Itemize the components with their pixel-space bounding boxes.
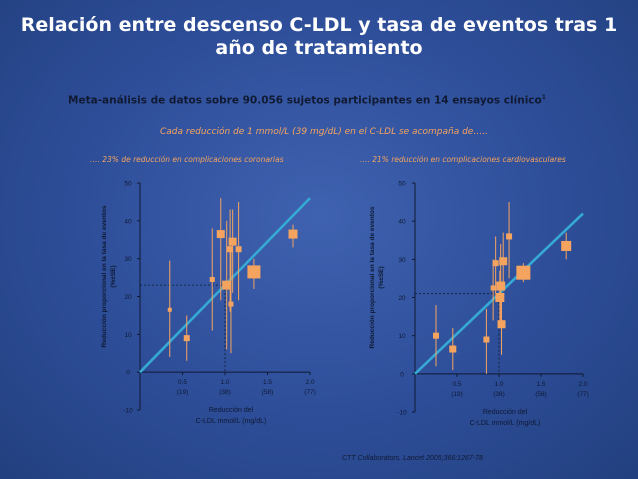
chart2-y-tick-label: 50 xyxy=(398,181,406,188)
chart1-x-tick-label: 1.5 xyxy=(263,379,272,386)
chart2-x-tick-label: 2.0 xyxy=(578,381,587,388)
subtitle-footnote: 1 xyxy=(541,94,546,101)
chart1-y-tick-label: 20 xyxy=(124,294,132,301)
chart2-data-point xyxy=(495,293,505,302)
chart2-data-point xyxy=(492,260,499,267)
chart2-x-axis-title-unit: C-LDL mmol/L (mg/dL) xyxy=(470,420,541,427)
chart1-data-point xyxy=(247,265,261,279)
citation: CTT Collaborators. Lancet 2005;366:1267-… xyxy=(342,455,483,462)
chart1-y-tick-label: 40 xyxy=(124,218,132,225)
chart1-y-tick-label: 10 xyxy=(124,332,132,339)
chart1-y-tick-label: 0 xyxy=(126,370,130,377)
chart1-x-tick-label: 1.0 xyxy=(220,379,229,386)
chart2-data-point xyxy=(483,336,490,343)
chart2-y-tick-label: -10 xyxy=(397,410,407,417)
chart2-data-point xyxy=(497,320,506,329)
chart2-x-tick-label: 0.5 xyxy=(452,381,461,388)
chart2-data-point xyxy=(516,265,531,280)
chart1-data-point xyxy=(216,230,225,239)
chart2-y-tick-label: 40 xyxy=(398,219,406,226)
chart1-data-point xyxy=(288,229,298,239)
chart2-data-point xyxy=(490,285,496,291)
chart1-x-tick-label: 0.5 xyxy=(178,379,187,386)
chart2-x-axis-title: Reducción del xyxy=(483,409,528,416)
chart1-data-point xyxy=(227,246,234,253)
chart2-x-tick-sublabel: (38) xyxy=(493,391,505,398)
chart2-y-tick-label: 10 xyxy=(398,333,406,340)
chart2-data-point xyxy=(449,345,457,353)
chart2-data-point xyxy=(496,281,506,291)
chart1-y-axis-title: Reducción proporcional en la tasa de eve… xyxy=(101,205,108,347)
chart2-x-tick-sublabel: (77) xyxy=(577,391,589,398)
caption-coronary: …. 23% de reducción en complicaciones co… xyxy=(90,155,284,164)
chart2-y-tick-label: 0 xyxy=(400,371,404,378)
subtitle-text: Meta-análisis de datos sobre 90.056 suje… xyxy=(68,94,542,107)
chart1-y-tick-label: -10 xyxy=(123,408,133,415)
chart2-data-point xyxy=(561,240,572,251)
chart2-x-tick-sublabel: (58) xyxy=(535,391,547,398)
subtitle: Meta-análisis de datos sobre 90.056 suje… xyxy=(68,94,546,107)
chart2-x-tick-label: 1.5 xyxy=(536,381,545,388)
chart1-data-point xyxy=(209,276,215,282)
chart2-y-axis-title: Reducción proporcional en la tasa de eve… xyxy=(369,206,376,348)
chart1-x-tick-label: 2.0 xyxy=(305,379,314,386)
caption-cardiovascular: …. 21% reducción en complicaciones cardi… xyxy=(360,155,566,164)
lead-text: Cada reducción de 1 mmol/L (39 mg/dL) en… xyxy=(160,127,489,137)
chart1-data-point xyxy=(222,280,232,290)
chart1-data-point xyxy=(228,301,234,307)
chart2-data-point xyxy=(499,257,508,266)
chart2-x-tick-label: 1.0 xyxy=(494,381,503,388)
chart1-y-tick-label: 30 xyxy=(124,256,132,263)
chart1-x-axis-title: Reducción del xyxy=(209,407,254,414)
chart2-y-axis-title-unit: (%±SE) xyxy=(378,266,385,288)
chart2-y-tick-label: 30 xyxy=(398,257,406,264)
chart2-data-point xyxy=(433,332,439,339)
chart2-data-point xyxy=(506,233,513,240)
chart1-x-tick-sublabel: (58) xyxy=(262,389,274,396)
chart1-x-axis-title-unit: C-LDL mmol/L (mg/dL) xyxy=(196,418,267,425)
chart2-x-tick-sublabel: (19) xyxy=(451,391,463,398)
chart1-data-point xyxy=(183,335,190,342)
chart1-x-tick-sublabel: (19) xyxy=(177,389,189,396)
chart1-data-point xyxy=(167,307,172,312)
chart1-data-point xyxy=(228,237,237,246)
chart1-y-axis-title-unit: (%±SE) xyxy=(110,265,117,287)
chart1-y-tick-label: 50 xyxy=(124,181,132,188)
chart2-y-tick-label: 20 xyxy=(398,295,406,302)
chart1-x-tick-sublabel: (38) xyxy=(219,389,231,396)
chart1-x-tick-sublabel: (77) xyxy=(304,389,316,396)
chart1-data-point xyxy=(235,246,242,253)
slide-title: Relación entre descenso C-LDL y tasa de … xyxy=(20,14,618,59)
